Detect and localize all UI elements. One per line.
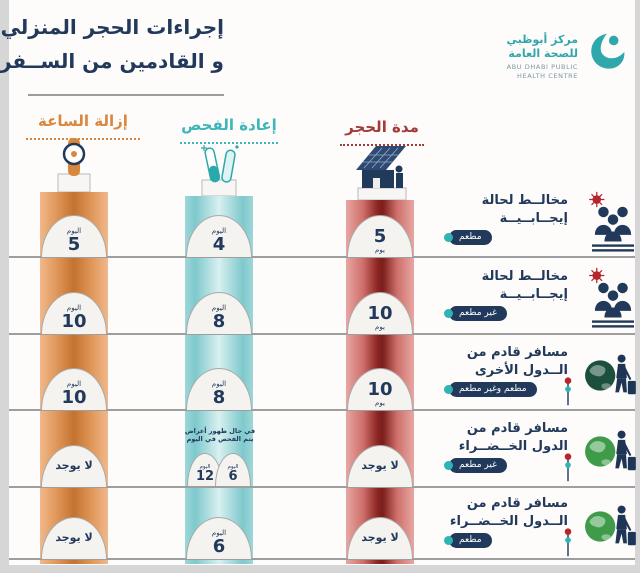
dome-value: لا يوجد: [55, 458, 93, 472]
row-divider: [9, 256, 635, 258]
logo-name-en-line2: HEALTH CENTRE: [517, 72, 578, 80]
category-label: إيجــابــيــة: [499, 287, 568, 302]
category-label: إيجــابــيــة: [499, 211, 568, 226]
day-label: اليوم: [211, 529, 227, 538]
traveler-globe-icon: [584, 423, 636, 480]
day-label: اليوم: [66, 380, 82, 389]
category-label: مخالــط لحالة: [481, 269, 568, 284]
category-label: مسافر قادم من: [466, 421, 568, 436]
day-label: اليوم: [211, 227, 227, 236]
unit-label: يوم: [375, 246, 385, 255]
day-label: اليوم: [227, 464, 239, 471]
dome-value: 12: [195, 469, 215, 485]
retest-note-line2: يتم الفحص في اليوم: [186, 435, 254, 444]
test-tubes-icon: [196, 142, 242, 196]
vaccination-badge: غير مطعم: [444, 458, 507, 473]
dome-value: 8: [212, 387, 226, 409]
dome-value: 4: [212, 234, 226, 256]
row-divider: [9, 558, 635, 560]
signal-icon: [562, 451, 574, 485]
signal-icon: [562, 526, 574, 560]
logo-name-ar-line1: مركز أبوظبي: [506, 33, 579, 46]
category-label: الــدول الأخرى: [474, 363, 568, 378]
title-divider: [28, 94, 224, 96]
retest-note-line1: في حال ظهور أعراض: [184, 427, 256, 435]
vaccination-badge: مطعم: [444, 230, 492, 245]
dome-value: 6: [212, 536, 226, 558]
column-header-quarantine-duration: مدة الحجر: [340, 118, 424, 146]
column-header-remove-watch: إزالة الساعة: [26, 112, 140, 140]
vaccination-badge: مطعم وغير مطعم: [444, 382, 537, 397]
day-label: اليوم: [66, 227, 82, 236]
logo-mark-icon: [584, 28, 630, 74]
logo-name-en-line1: ABU DHABI PUBLIC: [506, 63, 578, 71]
dome-value: 8: [212, 311, 226, 333]
vaccination-badge: غير مطعم: [444, 306, 507, 321]
row-divider: [9, 409, 635, 411]
value-dome: اليوم 4: [186, 215, 252, 257]
dome-value: 6: [228, 469, 238, 485]
category-label: مسافر قادم من: [466, 496, 568, 511]
traveler-globe-icon: [584, 498, 636, 555]
category-label: الــدول الخــضــراء: [449, 514, 568, 529]
day-label: اليوم: [66, 304, 82, 313]
dome-value: 10: [61, 387, 87, 409]
dome-value: لا يوجد: [361, 458, 399, 472]
signal-icon: [562, 375, 574, 409]
contacts-virus-icon: [588, 266, 638, 329]
day-label: اليوم: [199, 464, 211, 471]
logo-name-ar-line2: للصحة العامة: [508, 47, 578, 60]
dome-value: 5: [373, 226, 387, 248]
retest-note: في حال ظهور أعراض يتم الفحص في اليوم: [166, 427, 274, 444]
dome-value: لا يوجد: [55, 530, 93, 544]
dome-value: 10: [367, 379, 393, 401]
unit-label: يوم: [375, 323, 385, 332]
category-label: مسافر قادم من: [466, 345, 568, 360]
page-title-line2: و القادمين من الســفر: [0, 49, 224, 73]
day-label: اليوم: [211, 380, 227, 389]
watch-icon: [50, 134, 98, 192]
category-label: مخالــط لحالة: [481, 193, 568, 208]
category-label: الدول الخــضــراء: [458, 439, 568, 454]
dome-value: 10: [367, 303, 393, 325]
house-icon: [350, 142, 410, 200]
dome-value: 5: [67, 234, 81, 256]
day-label: اليوم: [211, 304, 227, 313]
row-divider: [9, 333, 635, 335]
row-divider: [9, 486, 635, 488]
dome-value: 10: [61, 311, 87, 333]
unit-label: يوم: [375, 399, 385, 408]
dome-value: لا يوجد: [361, 530, 399, 544]
column-header-retest: إعادة الفحص: [180, 116, 278, 144]
traveler-globe-icon: [584, 347, 636, 404]
page-title-line1: إجراءات الحجر المنزلي: [0, 15, 224, 39]
vaccination-badge: مطعم: [444, 533, 492, 548]
contacts-virus-icon: [588, 190, 638, 253]
